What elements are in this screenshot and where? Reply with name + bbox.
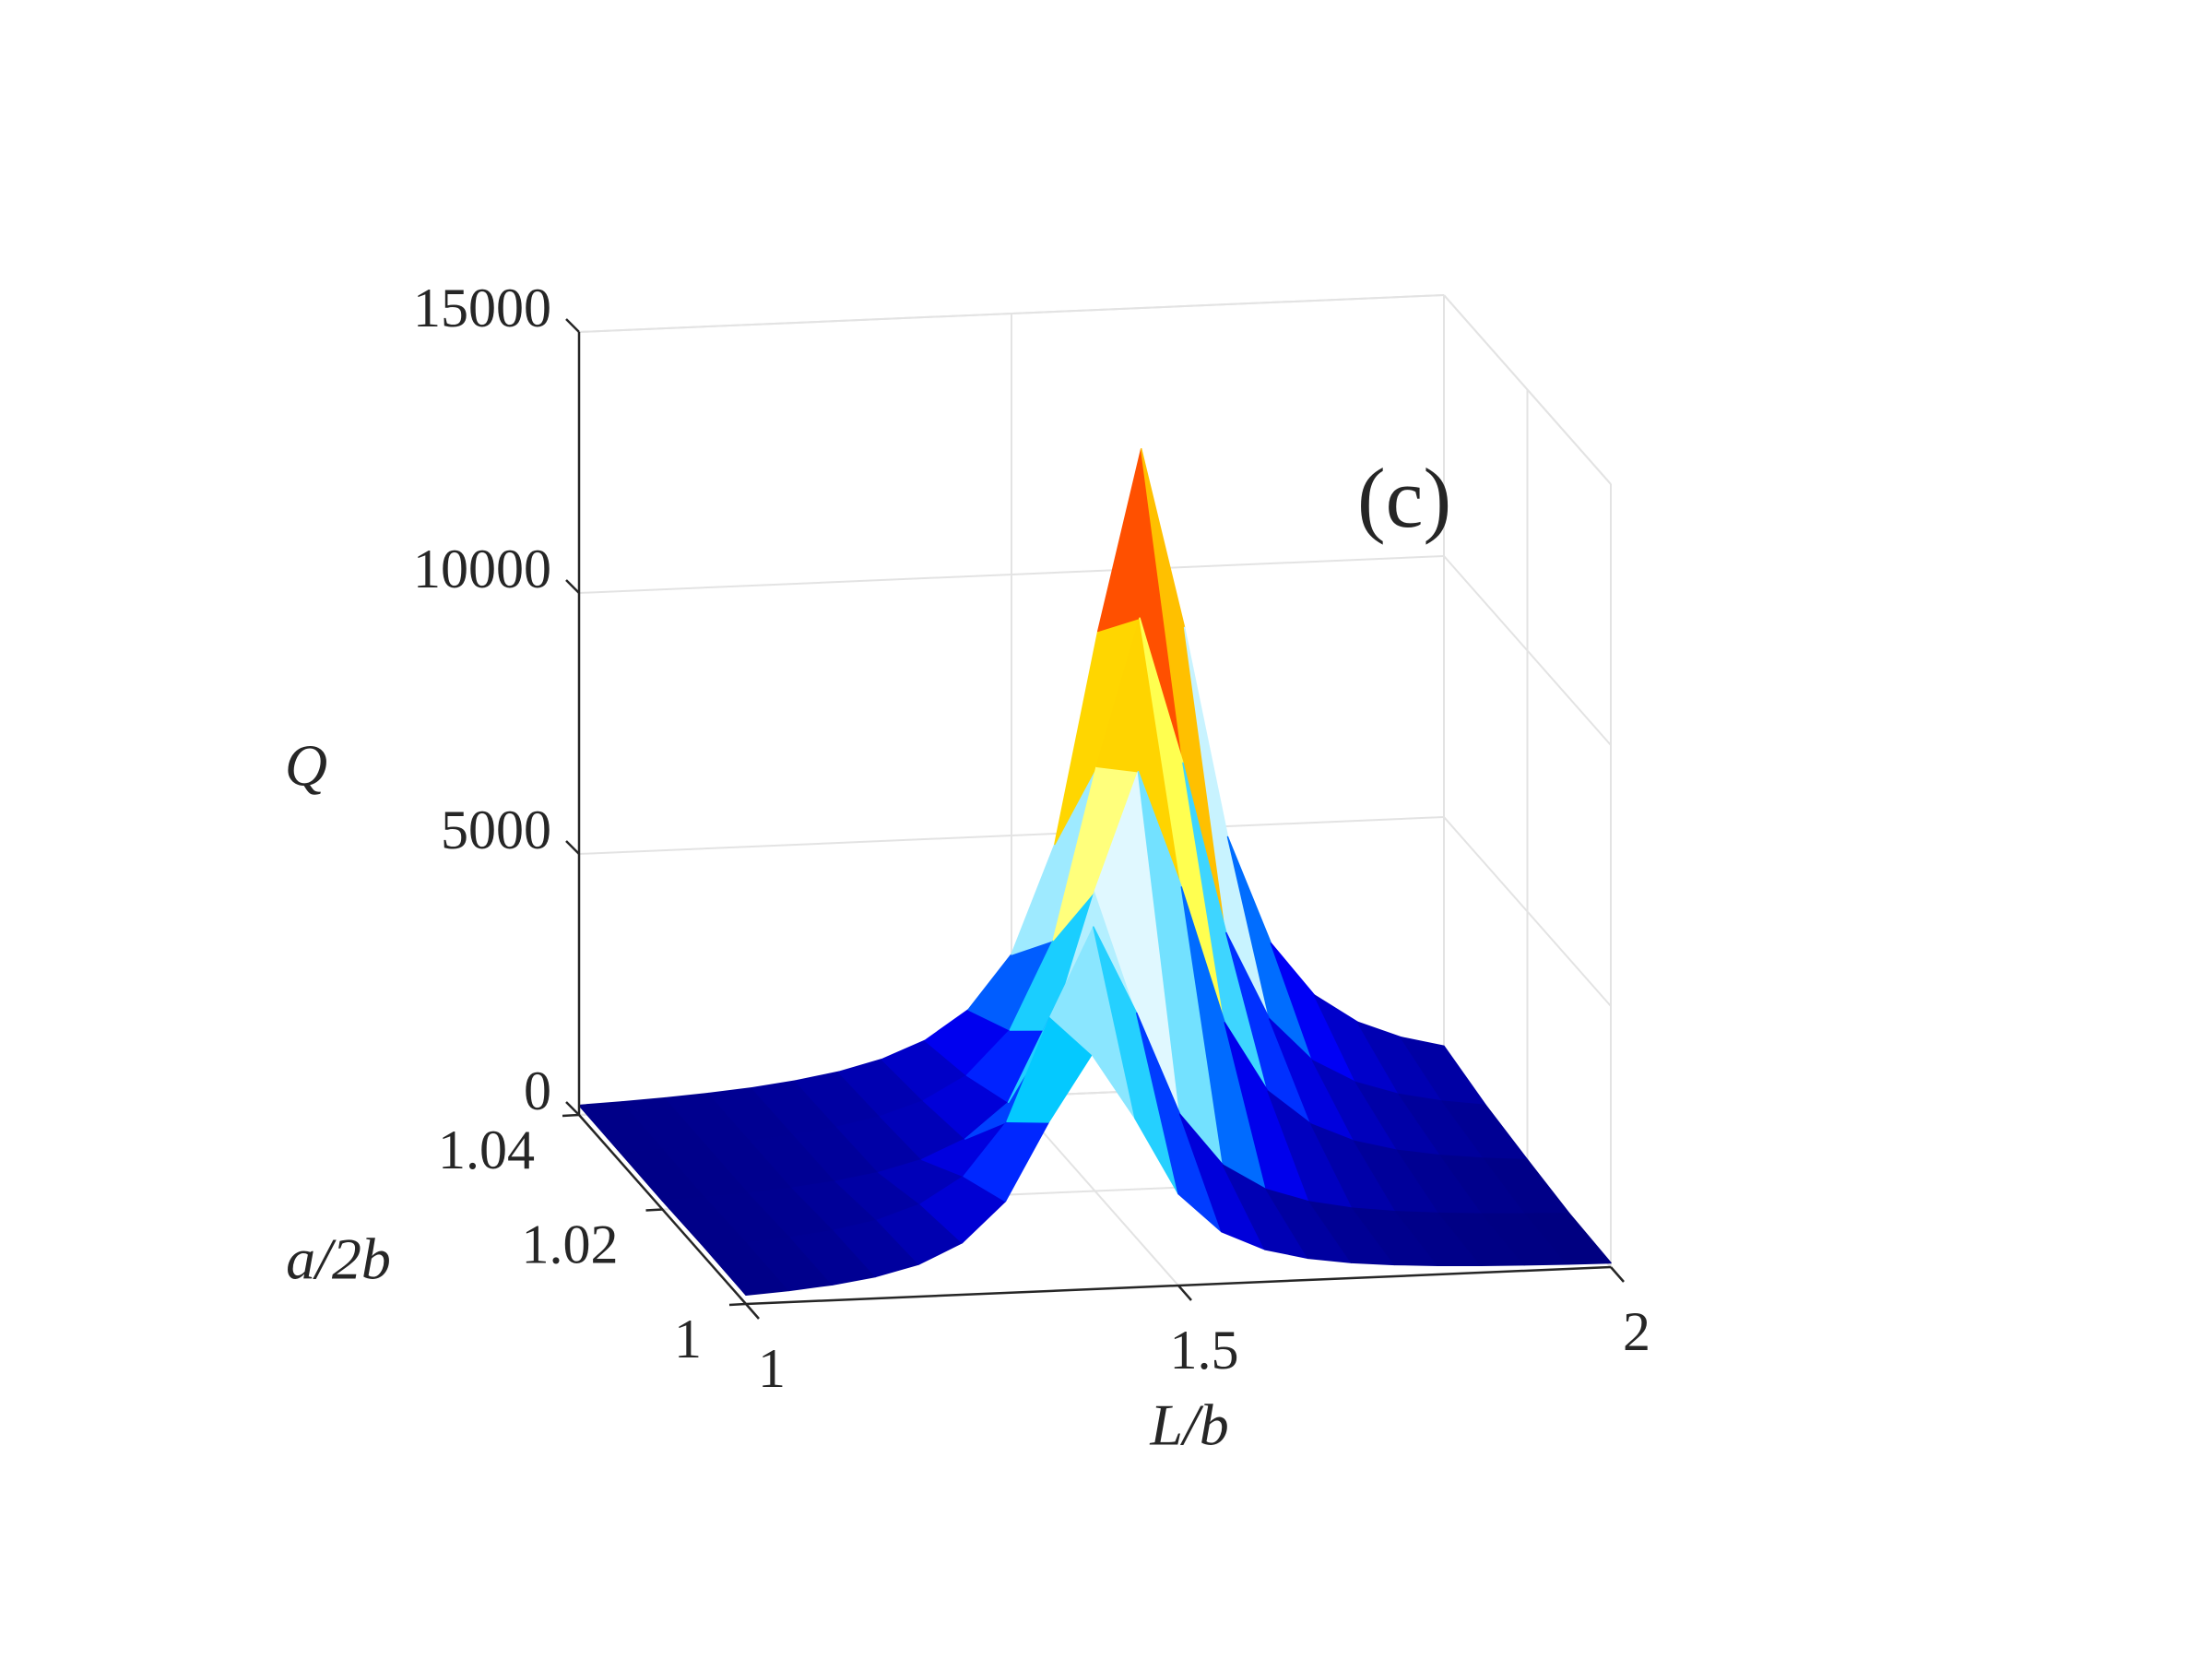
y-tick: [645, 1208, 663, 1212]
annotation: (c): [1357, 451, 1451, 545]
x-tick-label: 1: [758, 1338, 786, 1399]
z-tick: [565, 579, 580, 594]
y-tick-label: 1: [674, 1309, 702, 1369]
z-tick-label: 5000: [441, 800, 551, 860]
x-tick: [1610, 1266, 1625, 1283]
y-tick-label: 1.02: [522, 1214, 619, 1274]
y-tick-label: 1.04: [438, 1120, 535, 1180]
z-tick-label: 10000: [413, 539, 551, 599]
y-tick: [728, 1302, 747, 1307]
z-tick: [565, 318, 580, 333]
axes: 1 1.5 2 1 1.02 1.040 5000 10000 15000: [413, 278, 1650, 1399]
z-tick-label: 0: [524, 1061, 551, 1121]
z-tick: [565, 840, 580, 855]
x-tick: [1177, 1285, 1192, 1301]
surface-patch: [1525, 1212, 1612, 1265]
z-tick: [565, 1101, 580, 1116]
y-tick: [562, 1113, 580, 1118]
z-tick-label: 15000: [413, 278, 551, 338]
x-tick: [745, 1303, 760, 1320]
y-axis-label: a/2b: [286, 1226, 391, 1292]
x-tick-label: 1.5: [1170, 1320, 1239, 1381]
x-axis-label: L/b: [1149, 1392, 1228, 1458]
x-tick-label: 2: [1623, 1301, 1650, 1362]
z-axis-label: Q: [285, 733, 327, 799]
surface: [578, 448, 1612, 1296]
